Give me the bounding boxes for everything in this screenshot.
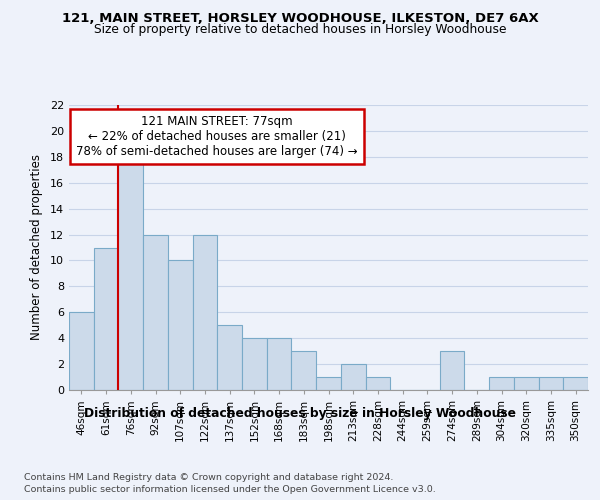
Bar (69, 312, 94, 390)
Bar (94, 248, 118, 390)
Bar (316, 377, 341, 390)
Bar (143, 234, 168, 390)
Text: Contains public sector information licensed under the Open Government Licence v3: Contains public sector information licen… (24, 485, 436, 494)
Text: 121, MAIN STREET, HORSLEY WOODHOUSE, ILKESTON, DE7 6AX: 121, MAIN STREET, HORSLEY WOODHOUSE, ILK… (62, 12, 538, 26)
Bar (489, 377, 514, 390)
Text: 121 MAIN STREET: 77sqm
← 22% of detached houses are smaller (21)
78% of semi-det: 121 MAIN STREET: 77sqm ← 22% of detached… (76, 115, 358, 158)
Bar (563, 377, 588, 390)
Text: Size of property relative to detached houses in Horsley Woodhouse: Size of property relative to detached ho… (94, 24, 506, 36)
Bar (440, 351, 464, 390)
Text: Distribution of detached houses by size in Horsley Woodhouse: Distribution of detached houses by size … (84, 408, 516, 420)
Bar (267, 338, 292, 390)
Bar (341, 364, 365, 390)
Bar (168, 260, 193, 390)
Bar (118, 157, 143, 390)
Bar (365, 377, 390, 390)
Bar (242, 338, 267, 390)
Bar (514, 377, 539, 390)
Y-axis label: Number of detached properties: Number of detached properties (30, 154, 43, 340)
Bar (539, 377, 563, 390)
Bar (217, 325, 242, 390)
Bar (193, 234, 217, 390)
Text: Contains HM Land Registry data © Crown copyright and database right 2024.: Contains HM Land Registry data © Crown c… (24, 472, 394, 482)
Bar (292, 351, 316, 390)
